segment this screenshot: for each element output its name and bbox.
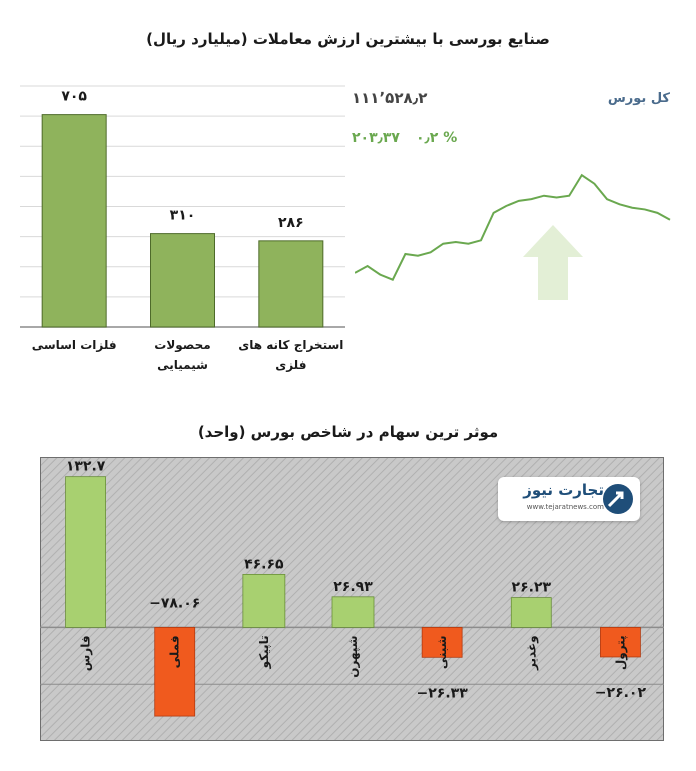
index-change: ۲۰۳٫۳۷	[352, 130, 400, 146]
bar-value-label: ۱۳۲.۷	[66, 459, 106, 475]
bar-value-label: −۷۸.۰۶	[149, 595, 200, 611]
sector-chart-title: صنایع بورسی با بیشترین ارزش معاملات (میل…	[146, 30, 550, 48]
category-label: پترول	[613, 635, 628, 670]
index-value: ۱۱۱٬۵۲۸٫۲	[352, 89, 428, 107]
index-change-percent: ۰٫۲ %	[416, 130, 458, 146]
bar	[258, 240, 324, 328]
category-label: شپهرن	[346, 635, 360, 677]
sector-bar-chart: ۷۰۵ ۳۱۰ ۲۸۶	[20, 85, 345, 328]
category-label: استخراج کانه های فلزی	[238, 338, 344, 372]
bar-value-label: ۴۶.۶۵	[244, 556, 284, 572]
logo-mark	[603, 484, 633, 514]
impact-chart-title: موثر ترین سهام در شاخص بورس (واحد)	[197, 423, 499, 441]
category-label: فلزات اساسی	[31, 338, 117, 352]
bar	[154, 626, 196, 717]
bar-value-label: −۲۶.۰۲	[595, 685, 647, 701]
category-label: محصولات شیمیایی	[154, 338, 211, 372]
bar-value-label: ۳۱۰	[170, 208, 196, 224]
category-label: فارس	[79, 635, 93, 671]
bar	[41, 114, 107, 328]
bar	[421, 626, 463, 658]
category-label: تاپیکو	[257, 635, 272, 669]
bar	[65, 476, 106, 628]
logo-url: www.tejaratnews.com	[526, 503, 604, 511]
logo-brand-text: تجارت نیوز	[523, 481, 604, 499]
bar-value-label: ۲۶.۹۳	[333, 579, 373, 595]
bar-value-label: ۲۶.۲۳	[512, 580, 552, 596]
category-label: فملی	[168, 635, 182, 668]
index-line-chart	[355, 173, 671, 300]
category-label: وغدیر	[524, 635, 539, 671]
brand-logo: تجارت نیوز www.tejaratnews.com	[498, 477, 640, 521]
bar-value-label: −۲۶.۳۳	[417, 685, 469, 701]
bar	[331, 596, 375, 628]
bar	[242, 574, 286, 628]
trend-up-arrow-icon	[523, 225, 583, 300]
bar	[150, 233, 215, 328]
logo-arrow-icon	[607, 491, 624, 508]
bar	[510, 597, 552, 628]
index-name: کل بورس	[607, 91, 670, 106]
category-label: شبنی	[435, 635, 449, 669]
index-line	[355, 173, 671, 281]
bar-value-label: ۲۸۶	[278, 215, 304, 231]
bar-value-label: ۷۰۵	[61, 89, 87, 105]
bar	[600, 626, 641, 658]
